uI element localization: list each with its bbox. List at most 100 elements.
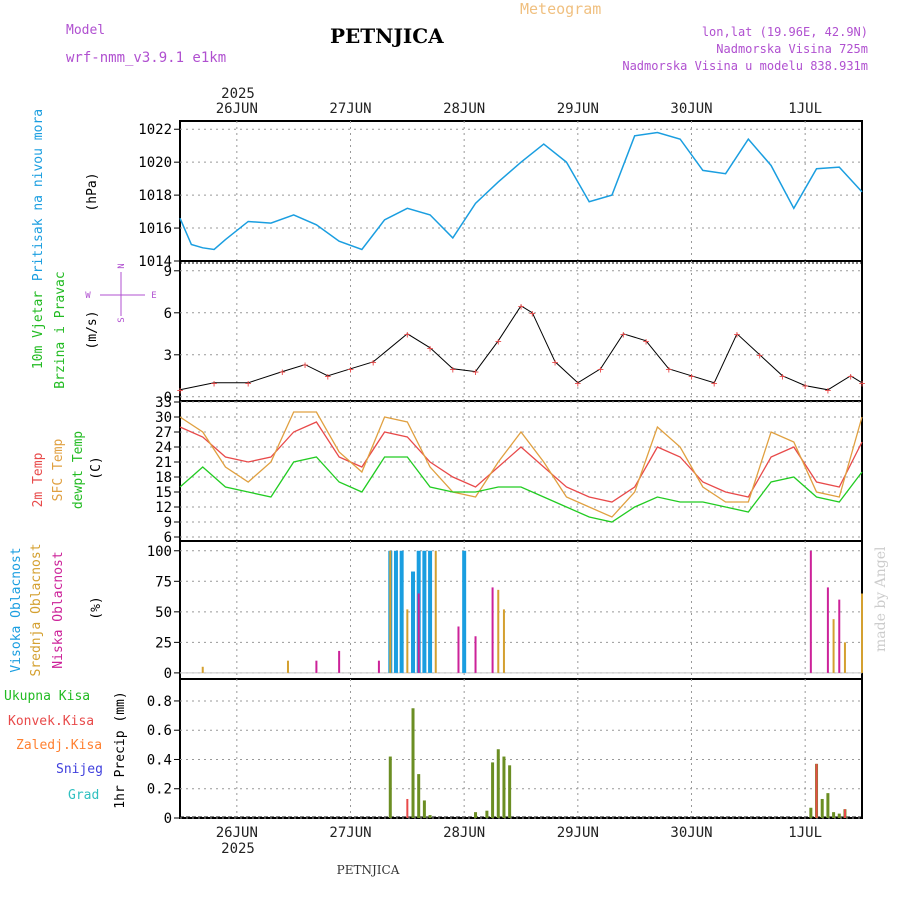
compass-w-label: W	[85, 291, 91, 301]
panel-frame	[179, 400, 863, 542]
product-title: Meteogram	[520, 0, 601, 18]
dewpoint-line	[179, 456, 863, 523]
temp-sfc-title: SFC Temp	[51, 439, 66, 502]
mid-cloud-bar	[389, 550, 392, 673]
y-tick-label: 9	[164, 264, 172, 280]
compass-n-label: N	[117, 263, 127, 268]
wind-speed-point: +	[711, 377, 718, 390]
y-tick-label: 6	[164, 530, 172, 546]
panel-frame	[179, 120, 863, 262]
mid-cloud-bar	[497, 589, 500, 673]
total-precip-bar	[837, 813, 841, 818]
y-tick-label: 0	[164, 390, 172, 406]
y-tick-label: 0	[164, 811, 172, 827]
wind-speed-point: +	[324, 370, 331, 383]
time-labels-top: 26JUN 27JUN 28JUN 29JUN 30JUN 1JUL	[216, 101, 822, 117]
wind-speed-point: +	[472, 366, 479, 379]
elevation-label: Nadmorska Visina 725m	[716, 42, 868, 56]
wind-speed-point: +	[552, 356, 559, 369]
y-tick-label: 6	[164, 306, 172, 322]
precip-panel: 0 0.2 0.4 0.6 0.8	[147, 678, 863, 827]
station-title: PETNJICA	[330, 24, 444, 48]
total-precip-bar	[826, 793, 830, 818]
wind-speed-point: +	[302, 359, 309, 372]
low-cloud-bar	[457, 626, 460, 673]
date-label-bottom: 30JUN	[670, 825, 712, 841]
mid-cloud-bar	[434, 550, 437, 673]
y-tick-label: 0.8	[147, 694, 172, 710]
precip-frz-title: Zaledj.Kisa	[16, 738, 102, 753]
year-bottom: 2025	[221, 841, 255, 857]
watermark: made by Angel	[873, 546, 889, 652]
y-tick-label: 3	[164, 348, 172, 364]
wind-speed-point: +	[665, 363, 672, 376]
model-name: wrf-nmm_v3.9.1 e1km	[66, 50, 226, 66]
total-precip-bar	[832, 812, 836, 818]
wind-speed-point: +	[802, 380, 809, 393]
wind-speed-point: +	[279, 366, 286, 379]
date-label-top: 1JUL	[788, 101, 822, 117]
low-cloud-bar	[838, 599, 841, 673]
y-tick-label: 33	[155, 395, 172, 411]
low-cloud-bar	[491, 587, 494, 673]
total-precip-bar	[502, 756, 506, 818]
low-cloud-bar	[338, 650, 341, 673]
total-precip-bar	[809, 807, 813, 818]
total-precip-bar	[417, 774, 421, 818]
time-labels-bottom: 26JUN 27JUN 28JUN 29JUN 30JUN 1JUL	[216, 825, 822, 841]
y-tick-label: 12	[155, 500, 172, 516]
mid-cloud-bar	[286, 660, 289, 673]
date-label-bottom: 27JUN	[329, 825, 371, 841]
wind-speed-point: +	[825, 384, 832, 397]
wind-speed-point: +	[404, 328, 411, 341]
low-cloud-bar	[809, 550, 812, 673]
cloud-unit: (%)	[89, 596, 104, 619]
precip-snow-title: Snijeg	[56, 762, 103, 777]
y-tick-label: 50	[155, 605, 172, 621]
panel-frame	[179, 540, 863, 680]
wind-speed-point: +	[347, 363, 354, 376]
wind-speed-point: +	[620, 328, 627, 341]
convective-precip-bar	[843, 809, 846, 818]
mid-cloud-bar	[201, 666, 204, 673]
precip-unit: 1hr Precip (mm)	[113, 691, 128, 808]
wind-speed-point: +	[756, 349, 763, 362]
mid-cloud-bar	[406, 609, 409, 673]
y-tick-label: 1018	[138, 188, 172, 204]
y-tick-label: 0.4	[147, 752, 172, 768]
mid-cloud-bar	[843, 642, 846, 673]
low-cloud-bar	[474, 636, 477, 673]
t2m-line	[179, 421, 863, 503]
wind-speed-point: +	[177, 384, 184, 397]
convective-precip-bar	[406, 798, 409, 818]
wind-speed-point: +	[575, 377, 582, 390]
wind-speed-point: +	[529, 307, 536, 320]
wind-speed-point: +	[734, 328, 741, 341]
y-tick-label: 1020	[138, 155, 172, 171]
y-tick-label: 24	[155, 440, 172, 456]
y-tick-label: 0.6	[147, 723, 172, 739]
high-cloud-bar	[428, 550, 433, 673]
model-label: Model	[66, 23, 105, 38]
wind-speed-point: +	[211, 377, 218, 390]
cloud-panel: 0 25 50 75 100	[147, 540, 863, 682]
wind-speed-point: +	[427, 342, 434, 355]
compass-e-label: E	[151, 291, 156, 301]
wind-unit: (m/s)	[85, 310, 100, 349]
total-precip-bar	[388, 756, 392, 818]
wind-compass: W E N S	[85, 263, 156, 322]
date-label-top: 28JUN	[443, 101, 485, 117]
high-cloud-bar	[422, 550, 427, 673]
y-tick-label: 0.2	[147, 782, 172, 798]
wind-speed-point: +	[449, 363, 456, 376]
wind-speed-point: +	[245, 377, 252, 390]
pressure-unit: (hPa)	[85, 172, 100, 211]
cloud-mid-title: Srednja Oblacnost	[29, 543, 44, 676]
model-elevation-label: Nadmorska Visina u modelu 838.931m	[622, 59, 868, 73]
pressure-line	[179, 131, 863, 251]
total-precip-bar	[496, 749, 500, 818]
date-label-bottom: 29JUN	[557, 825, 599, 841]
y-tick-label: 21	[155, 455, 172, 471]
precip-total-title: Ukupna Kisa	[4, 689, 90, 704]
